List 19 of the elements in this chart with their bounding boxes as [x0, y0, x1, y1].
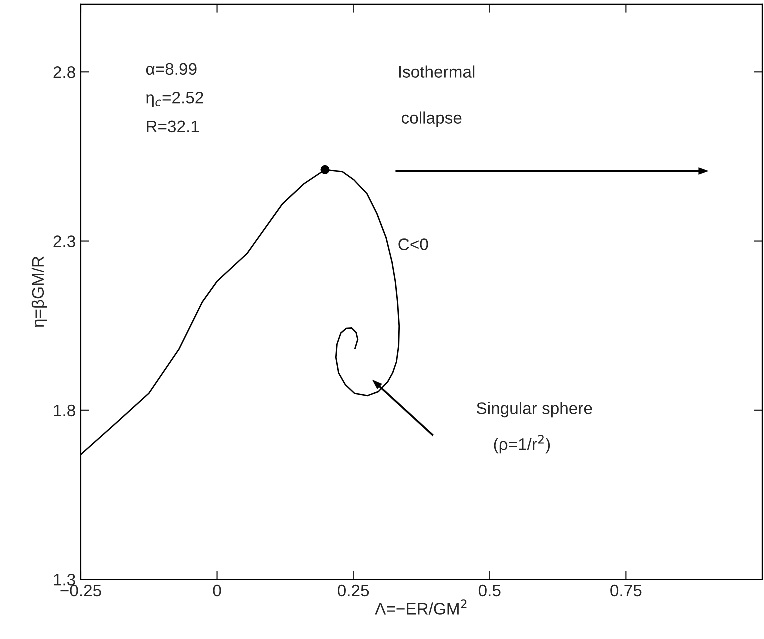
x-tick-label: −0.25	[60, 584, 102, 597]
annotation: η$_{c}$=2.52	[146, 92, 204, 108]
x-tick-label: 0	[213, 584, 222, 597]
y-tick-label: 1.8	[54, 404, 76, 417]
y-axis-title: η=βGM/R	[32, 256, 48, 328]
annotation: (ρ=1/r$^{2}$)	[494, 435, 550, 454]
y-tick-label: 2.3	[54, 236, 76, 248]
annotation: Isothermal	[399, 66, 475, 78]
x-tick-label: 0.5	[478, 584, 501, 597]
y-tick-label: 2.8	[54, 66, 76, 78]
annotation: Singular sphere	[477, 402, 592, 418]
x-tick-label: 0.25	[338, 584, 370, 597]
x-tick-label: 0.75	[610, 584, 642, 597]
annotation: R=32.1	[147, 120, 200, 133]
y-tick-label: 1.3	[54, 574, 76, 586]
x-axis-title: Λ=−ER/GM$^{2}$	[375, 600, 467, 615]
annotation: C<0	[398, 238, 428, 250]
annotation: collapse	[402, 112, 462, 128]
annotation: α=8.99	[146, 63, 197, 76]
